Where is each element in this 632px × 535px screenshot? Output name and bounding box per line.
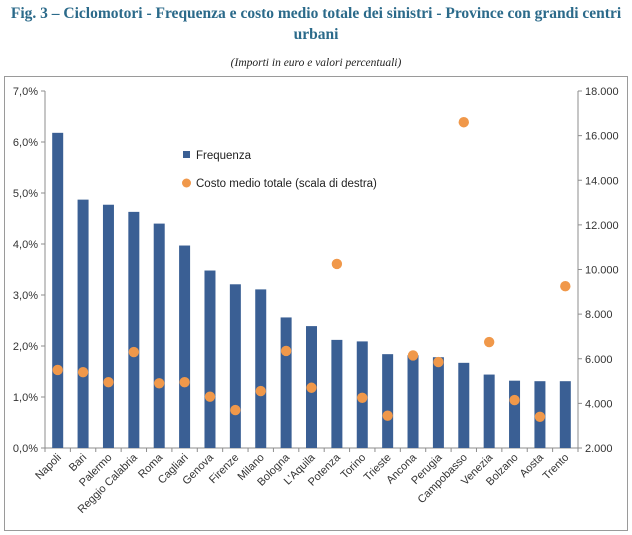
chart-frame	[4, 76, 628, 531]
bar-frequenza	[102, 204, 114, 448]
right-tick-label: 8.000	[585, 309, 613, 321]
dot-costo-medio	[154, 378, 165, 389]
dot-costo-medio	[230, 404, 241, 416]
x-tick-label: Napoli	[33, 452, 64, 483]
bar-frequenza	[128, 211, 140, 448]
bar-frequenza	[280, 317, 292, 448]
bar-frequenza	[331, 339, 343, 448]
left-tick-label: 6,0%	[13, 137, 38, 149]
chart-axes: 0,0% 1,0% 2,0% 3,0% 4,0% 5,0% 6,0% 7,0% 2.000 4.0…	[13, 86, 619, 455]
bar-frequenza	[153, 223, 165, 448]
dot-costo-medio	[204, 391, 216, 402]
left-tick-label: 0,0%	[13, 443, 38, 455]
bar-frequenza	[432, 357, 444, 448]
left-tick-label: 3,0%	[13, 290, 38, 302]
bar-frequenza	[229, 284, 241, 448]
dot-costo-medio	[255, 385, 266, 397]
dot-costo-medio	[534, 411, 546, 422]
dot-costo-medio	[357, 392, 368, 403]
legend-swatch-frequenza	[183, 151, 190, 158]
dot-costo-medio	[331, 258, 343, 270]
right-tick-label: 16.000	[585, 131, 619, 143]
bar-frequenza	[255, 289, 267, 448]
right-tick-label: 6.000	[585, 354, 613, 366]
dot-costo-medio	[483, 336, 495, 348]
dot-costo-medio	[52, 364, 63, 376]
dot-costo-medio	[280, 345, 292, 357]
dot-costo-medio	[407, 350, 419, 361]
left-tick-label: 4,0%	[13, 239, 38, 251]
dot-costo-medio	[458, 117, 469, 128]
right-tick-label: 2.000	[585, 443, 613, 455]
dot-costo-medio	[509, 394, 520, 406]
bar-frequenza	[382, 354, 394, 448]
dots-group	[52, 117, 571, 422]
figure-subtitle: (Importi in euro e valori percentuali)	[230, 57, 402, 69]
dot-costo-medio	[103, 376, 114, 388]
bar-frequenza	[559, 381, 571, 448]
legend-label-costo: Costo medio totale (scala di destra)	[196, 178, 377, 190]
right-tick-label: 4.000	[585, 398, 613, 410]
right-tick-label: 14.000	[585, 175, 619, 187]
dot-costo-medio	[179, 376, 190, 388]
dot-costo-medio	[77, 366, 89, 378]
left-tick-label: 2,0%	[13, 341, 38, 353]
left-tick-label: 7,0%	[13, 86, 38, 98]
bar-frequenza	[52, 132, 64, 448]
right-tick-label: 10.000	[585, 265, 619, 277]
bar-frequenza	[509, 380, 521, 448]
bar-frequenza	[77, 199, 89, 448]
figure-title: Fig. 3 – Ciclomotori - Frequenza e costo…	[10, 5, 622, 43]
dot-costo-medio	[306, 382, 317, 393]
right-tick-label: 18.000	[585, 86, 619, 98]
bar-frequenza	[458, 362, 470, 448]
dot-costo-medio	[382, 410, 393, 421]
legend: Frequenza Costo medio totale (scala di de…	[182, 150, 377, 190]
bar-frequenza	[204, 270, 216, 448]
dot-costo-medio	[128, 346, 140, 358]
left-tick-label: 5,0%	[13, 188, 38, 200]
right-tick-label: 12.000	[585, 220, 619, 232]
legend-label-frequenza: Frequenza	[196, 150, 252, 162]
bar-frequenza	[483, 374, 495, 448]
legend-swatch-costo	[182, 178, 191, 188]
left-tick-label: 1,0%	[13, 392, 38, 404]
dot-costo-medio	[560, 281, 571, 292]
bar-frequenza	[407, 355, 419, 448]
bar-frequenza	[179, 245, 191, 448]
dot-costo-medio	[433, 356, 444, 368]
x-tick-label: Trento	[541, 452, 572, 483]
